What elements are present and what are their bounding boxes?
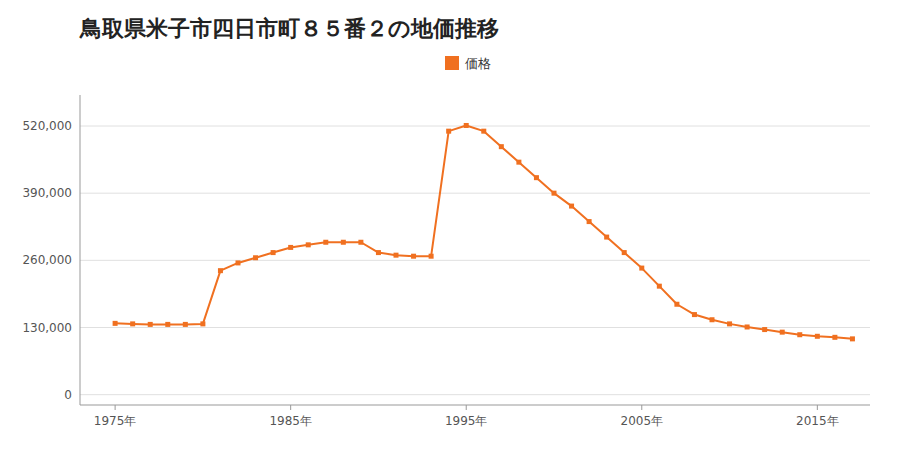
point <box>376 250 381 255</box>
point <box>464 123 469 128</box>
grid-line <box>80 126 870 127</box>
point <box>780 330 785 335</box>
x-tick <box>290 405 291 410</box>
legend: 価格 <box>445 56 491 71</box>
grid-line <box>80 260 870 261</box>
point <box>200 321 205 326</box>
point <box>113 321 118 326</box>
point <box>516 160 521 165</box>
x-axis-line <box>80 405 870 406</box>
x-axis: 1975年 1985年 1995年 2005年 2015年 <box>80 405 870 428</box>
point <box>622 250 627 255</box>
y-axis: 0 130,000 260,000 390,000 520,000 <box>22 95 870 405</box>
point <box>499 144 504 149</box>
x-tick-label: 2015年 <box>796 414 839 428</box>
legend-swatch <box>445 56 459 70</box>
point <box>130 321 135 326</box>
x-tick <box>641 405 642 410</box>
point <box>569 204 574 209</box>
x-tick-label: 1995年 <box>445 414 488 428</box>
point <box>657 284 662 289</box>
point <box>797 332 802 337</box>
point <box>674 302 679 307</box>
point <box>429 254 434 259</box>
point <box>534 175 539 180</box>
point <box>165 322 170 327</box>
point <box>218 268 223 273</box>
point <box>604 235 609 240</box>
point <box>815 334 820 339</box>
plot-area <box>113 123 855 341</box>
point <box>587 219 592 224</box>
point <box>481 129 486 134</box>
legend-label: 価格 <box>465 56 491 71</box>
y-tick-label: 0 <box>64 388 72 402</box>
chart: 鳥取県米子市四日市町８５番２の地価推移価格 0 130,000 260,000 390,… <box>0 0 900 450</box>
grid-line <box>80 394 870 395</box>
y-tick-label: 130,000 <box>22 321 72 335</box>
point <box>253 255 258 260</box>
point <box>183 322 188 327</box>
point <box>727 321 732 326</box>
point <box>710 317 715 322</box>
point <box>692 312 697 317</box>
x-tick-label: 2005年 <box>621 414 664 428</box>
point <box>288 245 293 250</box>
point <box>306 242 311 247</box>
point <box>341 240 346 245</box>
y-axis-line <box>80 95 81 405</box>
line <box>115 125 852 338</box>
title: 鳥取県米子市四日市町８５番２の地価推移 <box>79 16 499 41</box>
point <box>236 260 241 265</box>
x-tick-label: 1975年 <box>94 414 137 428</box>
point <box>446 129 451 134</box>
x-tick-label: 1985年 <box>269 414 312 428</box>
point <box>358 240 363 245</box>
point <box>552 191 557 196</box>
point <box>639 266 644 271</box>
point <box>850 336 855 341</box>
x-tick <box>466 405 467 410</box>
y-tick-label: 260,000 <box>22 253 72 267</box>
x-tick <box>817 405 818 410</box>
point <box>762 327 767 332</box>
point <box>411 254 416 259</box>
grid-line <box>80 193 870 194</box>
point <box>832 335 837 340</box>
point <box>745 324 750 329</box>
point <box>394 253 399 258</box>
point <box>323 240 328 245</box>
x-tick <box>115 405 116 410</box>
y-tick-label: 520,000 <box>22 119 72 133</box>
background <box>0 0 900 450</box>
y-tick-label: 390,000 <box>22 186 72 200</box>
point <box>271 250 276 255</box>
point <box>148 322 153 327</box>
